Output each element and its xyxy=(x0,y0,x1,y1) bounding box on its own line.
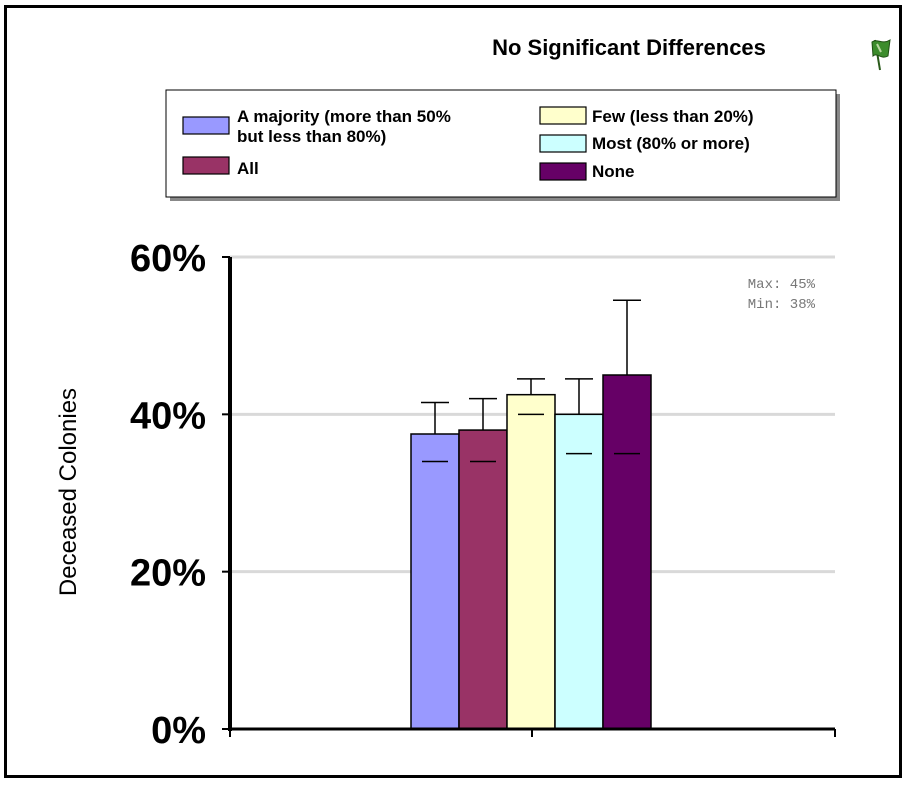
legend-label-0-line-2: but less than 80%) xyxy=(237,127,386,146)
bar-4 xyxy=(602,374,652,730)
y-axis-label: Deceased Colonies xyxy=(55,388,82,596)
axes xyxy=(222,256,836,737)
bar-2 xyxy=(506,393,556,730)
bar-0 xyxy=(410,433,460,730)
annotation-0: Max: 45% xyxy=(748,277,816,293)
bar-3 xyxy=(554,413,604,730)
annotations: Max: 45% Min: 38% xyxy=(748,277,816,313)
error-bars xyxy=(421,299,641,463)
chart-title: No Significant Differences xyxy=(492,35,766,60)
bars xyxy=(410,374,652,730)
legend-label-2: Few (less than 20%) xyxy=(592,107,754,126)
y-tick-labels: 0% 20% 40% 60% xyxy=(130,238,206,752)
legend-swatch-1 xyxy=(182,156,230,175)
legend-label-0: A majority (more than 50% xyxy=(237,107,451,126)
flag-icon[interactable] xyxy=(871,39,891,71)
legend-swatch-3 xyxy=(539,134,587,153)
annotation-1: Min: 38% xyxy=(748,297,816,313)
legend-swatch-2 xyxy=(539,106,587,125)
y-tick-label-1: 20% xyxy=(130,553,206,595)
y-tick-label-0: 0% xyxy=(151,710,206,752)
legend-label-1: All xyxy=(237,159,259,178)
y-tick-label-3: 60% xyxy=(130,238,206,280)
legend: A majority (more than 50%but less than 8… xyxy=(165,89,840,201)
legend-label-4: None xyxy=(592,162,635,181)
legend-swatch-4 xyxy=(539,162,587,181)
y-tick-label-2: 40% xyxy=(130,395,206,437)
bar-1 xyxy=(458,429,508,730)
legend-label-3: Most (80% or more) xyxy=(592,134,750,153)
legend-swatch-0 xyxy=(182,116,230,135)
legend-box xyxy=(165,89,837,198)
